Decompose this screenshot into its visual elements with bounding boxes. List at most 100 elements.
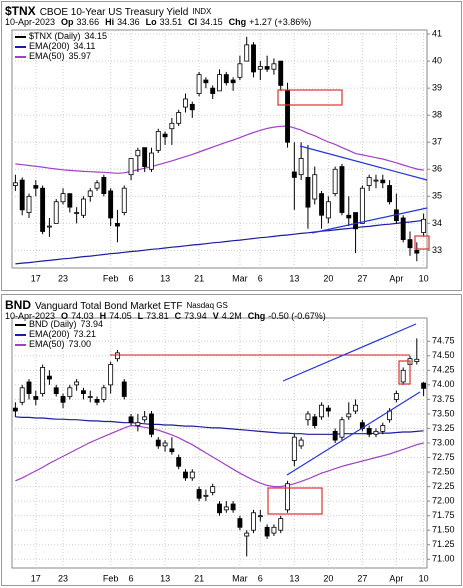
candle-body [128,416,134,424]
candle-body [257,515,263,518]
candle-body [346,214,352,219]
panel-frame [1,1,462,291]
candle-body [353,404,359,412]
stat-value: -0.50 (-0.67%) [268,311,326,321]
stat-label: C [175,311,182,321]
stat-label: Chg [229,17,247,27]
candle-body [189,471,195,479]
candle-body [230,79,236,84]
candle-body [325,407,331,412]
candle-body [183,471,188,479]
candle-body [101,387,107,400]
candle-body [305,176,311,208]
candle-body [319,404,324,418]
plot-area [11,29,428,269]
x-tick-label: Mar [232,573,248,583]
stat-label: Hi [105,17,114,27]
stat-label: L [138,311,144,321]
x-tick-label: Apr [389,573,403,583]
candle-body [169,122,175,130]
y-tick-label: 73.50 [432,408,455,418]
stat-label: Op [61,17,74,27]
y-tick-label: 74.50 [432,350,455,360]
candle-body [135,422,141,426]
candle-body [421,218,427,233]
legend-entry: $TNX (Daily) 34.15 [29,31,107,41]
highlight-box [414,235,430,250]
candle-body [230,503,236,511]
legend-value: 73.94 [81,319,104,329]
legend-value: 34.15 [85,31,108,41]
candle-body [217,503,222,514]
candle-body [346,413,352,418]
x-tick-label: 6 [258,573,263,583]
candle-body [155,439,161,447]
candle-body [108,364,114,386]
candle-body [325,201,331,219]
candle-body [305,413,311,421]
candle-body [189,103,195,111]
stat-value: 74.03 [71,311,94,321]
candle-body [203,79,209,84]
highlight-box [277,89,343,106]
chart-stats: 10-Apr-2023 Op 33.66 Hi 34.36 Lo 33.51 Cl 34.15 C… [5,17,311,27]
candle-body [400,369,406,383]
y-tick-label: 73.00 [432,437,455,447]
candle-body [67,387,73,397]
y-tick-label: 41 [432,28,442,38]
candle-body [115,222,120,227]
x-tick-label: 6 [258,273,263,283]
candle-body [421,382,427,389]
candle-body [67,193,73,208]
candle-body [237,518,243,528]
candle-body [380,179,386,184]
date: 10-Apr-2023 [5,17,55,27]
x-tick-label: 27 [357,273,367,283]
candle-body [53,387,59,394]
candle-body [183,98,188,108]
candle-body [400,217,406,241]
candle-body [271,63,277,70]
candle-body [278,518,284,531]
legend-name: BND (Daily) [29,319,77,329]
candle-body [285,90,290,143]
candle-body [291,436,297,461]
trend-line [311,207,428,234]
x-tick-label: Feb [103,273,119,283]
candle-body [162,133,168,138]
legend-entry: EMA(200) 34.11 [29,41,95,51]
candle-body [339,166,345,213]
x-tick-label: 21 [194,573,204,583]
candle-body [46,375,52,380]
candle-body [366,428,372,435]
candle-body [223,506,229,511]
symbol: $TNX [5,4,36,18]
candle-body [203,494,209,497]
candle-body [169,448,175,453]
candle-body [366,176,372,186]
candle-body [373,430,379,435]
candle-body [149,152,154,170]
candle-body [26,381,32,394]
y-tick-label: 33 [432,245,442,255]
legend-value: 73.00 [69,339,92,349]
candle-body [155,131,161,151]
candle-body [149,413,154,435]
candle-body [393,393,399,400]
candle-body [87,396,93,398]
ema-line [15,416,424,435]
date: 10-Apr-2023 [5,311,55,321]
candle-body [196,489,202,499]
candle-body [278,60,284,86]
candle-body [142,416,148,421]
grid-layer: 33 34 35 36 37 38 39 40 41 17 23 Feb 6 13 21 Mar 6 13 20 27… [11,28,455,583]
stat-value: 4.2M [222,311,242,321]
stat-label: Cl [188,17,197,27]
stat-label: O [61,311,68,321]
candle-body [121,187,127,213]
x-tick-label: 13 [289,573,299,583]
stat-label: H [100,311,107,321]
candle-body [332,430,338,441]
legend-value: 73.21 [74,329,97,339]
candle-body [373,179,379,182]
